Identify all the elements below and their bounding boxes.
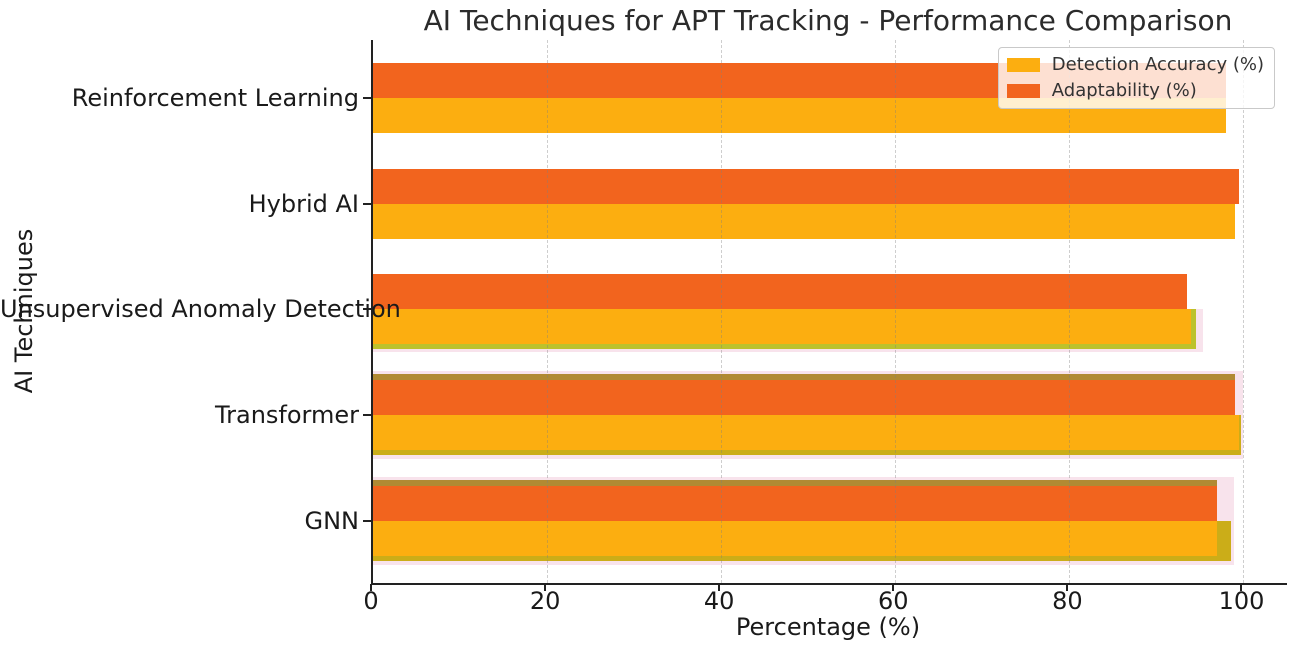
x-tick-mark (370, 584, 372, 591)
bar-detection-accuracy-4 (373, 520, 1218, 556)
x-tick-label-40: 40 (703, 587, 735, 615)
x-axis-label: Percentage (%) (735, 613, 921, 641)
bar-adaptability-3 (373, 380, 1235, 416)
bar-sliver (373, 479, 1218, 487)
gridline-x-20 (547, 40, 549, 583)
gridline-x-60 (895, 40, 897, 583)
legend-item-adaptability: Adaptability (%) (1006, 80, 1264, 101)
y-tick-label-1: Hybrid AI (248, 189, 359, 218)
y-tick-mark (363, 308, 371, 311)
y-tick-label-4: GNN (304, 506, 359, 535)
bar-sliver (373, 374, 1235, 382)
y-tick-mark (363, 96, 371, 99)
plot-area: Detection Accuracy (%) Adaptability (%) (371, 40, 1287, 585)
bar-detection-accuracy-2 (373, 309, 1192, 345)
legend-item-detection-accuracy: Detection Accuracy (%) (1006, 54, 1264, 75)
bar-adaptability-4 (373, 485, 1218, 521)
x-tick-mark (1240, 584, 1243, 591)
x-tick-mark (892, 584, 895, 591)
x-tick-mark (1066, 584, 1069, 591)
chart-title: AI Techniques for APT Tracking - Perform… (423, 4, 1233, 37)
y-tick-mark (363, 414, 371, 417)
x-tick-label-20: 20 (529, 587, 561, 615)
y-tick-mark (363, 519, 371, 522)
bar-adaptability-2 (373, 274, 1187, 310)
x-tick-mark (718, 584, 721, 591)
bar-group-3 (373, 371, 1287, 460)
legend-swatch-detection-accuracy (1006, 57, 1040, 72)
legend: Detection Accuracy (%) Adaptability (%) (997, 47, 1275, 109)
x-tick-label-80: 80 (1052, 587, 1083, 615)
y-tick-mark (363, 202, 371, 205)
bar-group-4 (373, 476, 1287, 565)
gridline-x-40 (721, 40, 723, 583)
bar-adaptability-1 (373, 168, 1240, 204)
gridline-x-80 (1069, 40, 1071, 583)
bar-group-2 (373, 274, 1287, 353)
legend-label-detection-accuracy: Detection Accuracy (%) (1051, 54, 1264, 75)
x-tick-label-100: 100 (1218, 587, 1265, 615)
bar-detection-accuracy-1 (373, 203, 1235, 239)
bar-detection-accuracy-3 (373, 415, 1240, 451)
y-tick-label-2: Unsupervised Anomaly Detection (0, 295, 401, 324)
gridline-x-100 (1243, 40, 1245, 583)
legend-label-adaptability: Adaptability (%) (1051, 80, 1197, 101)
y-tick-label-3: Transformer (214, 401, 359, 430)
x-tick-mark (544, 584, 547, 591)
bar-group-1 (373, 168, 1287, 239)
y-tick-label-0: Reinforcement Learning (71, 83, 359, 112)
legend-swatch-adaptability (1006, 83, 1040, 98)
x-tick-label-0: 0 (363, 587, 379, 615)
x-tick-label-60: 60 (878, 587, 909, 615)
